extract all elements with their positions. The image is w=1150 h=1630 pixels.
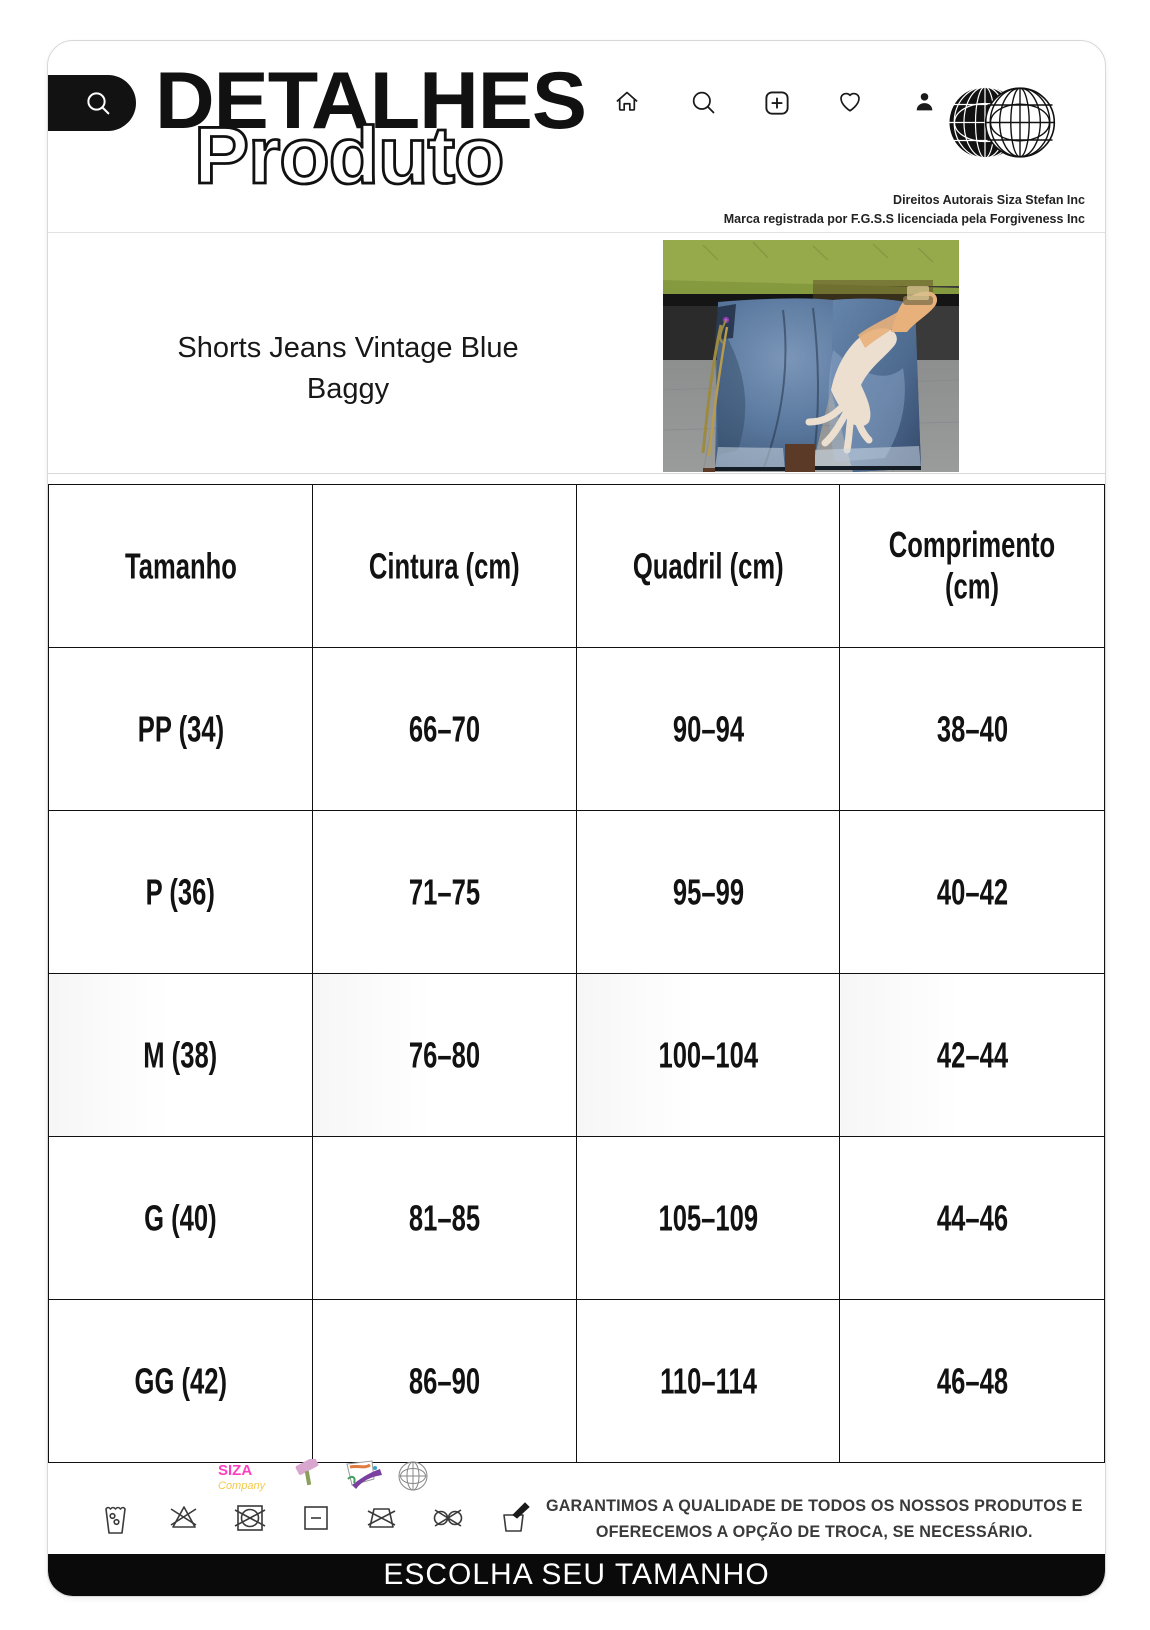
svg-text:SIZA: SIZA bbox=[218, 1462, 252, 1479]
svg-text:Company: Company bbox=[218, 1480, 267, 1492]
